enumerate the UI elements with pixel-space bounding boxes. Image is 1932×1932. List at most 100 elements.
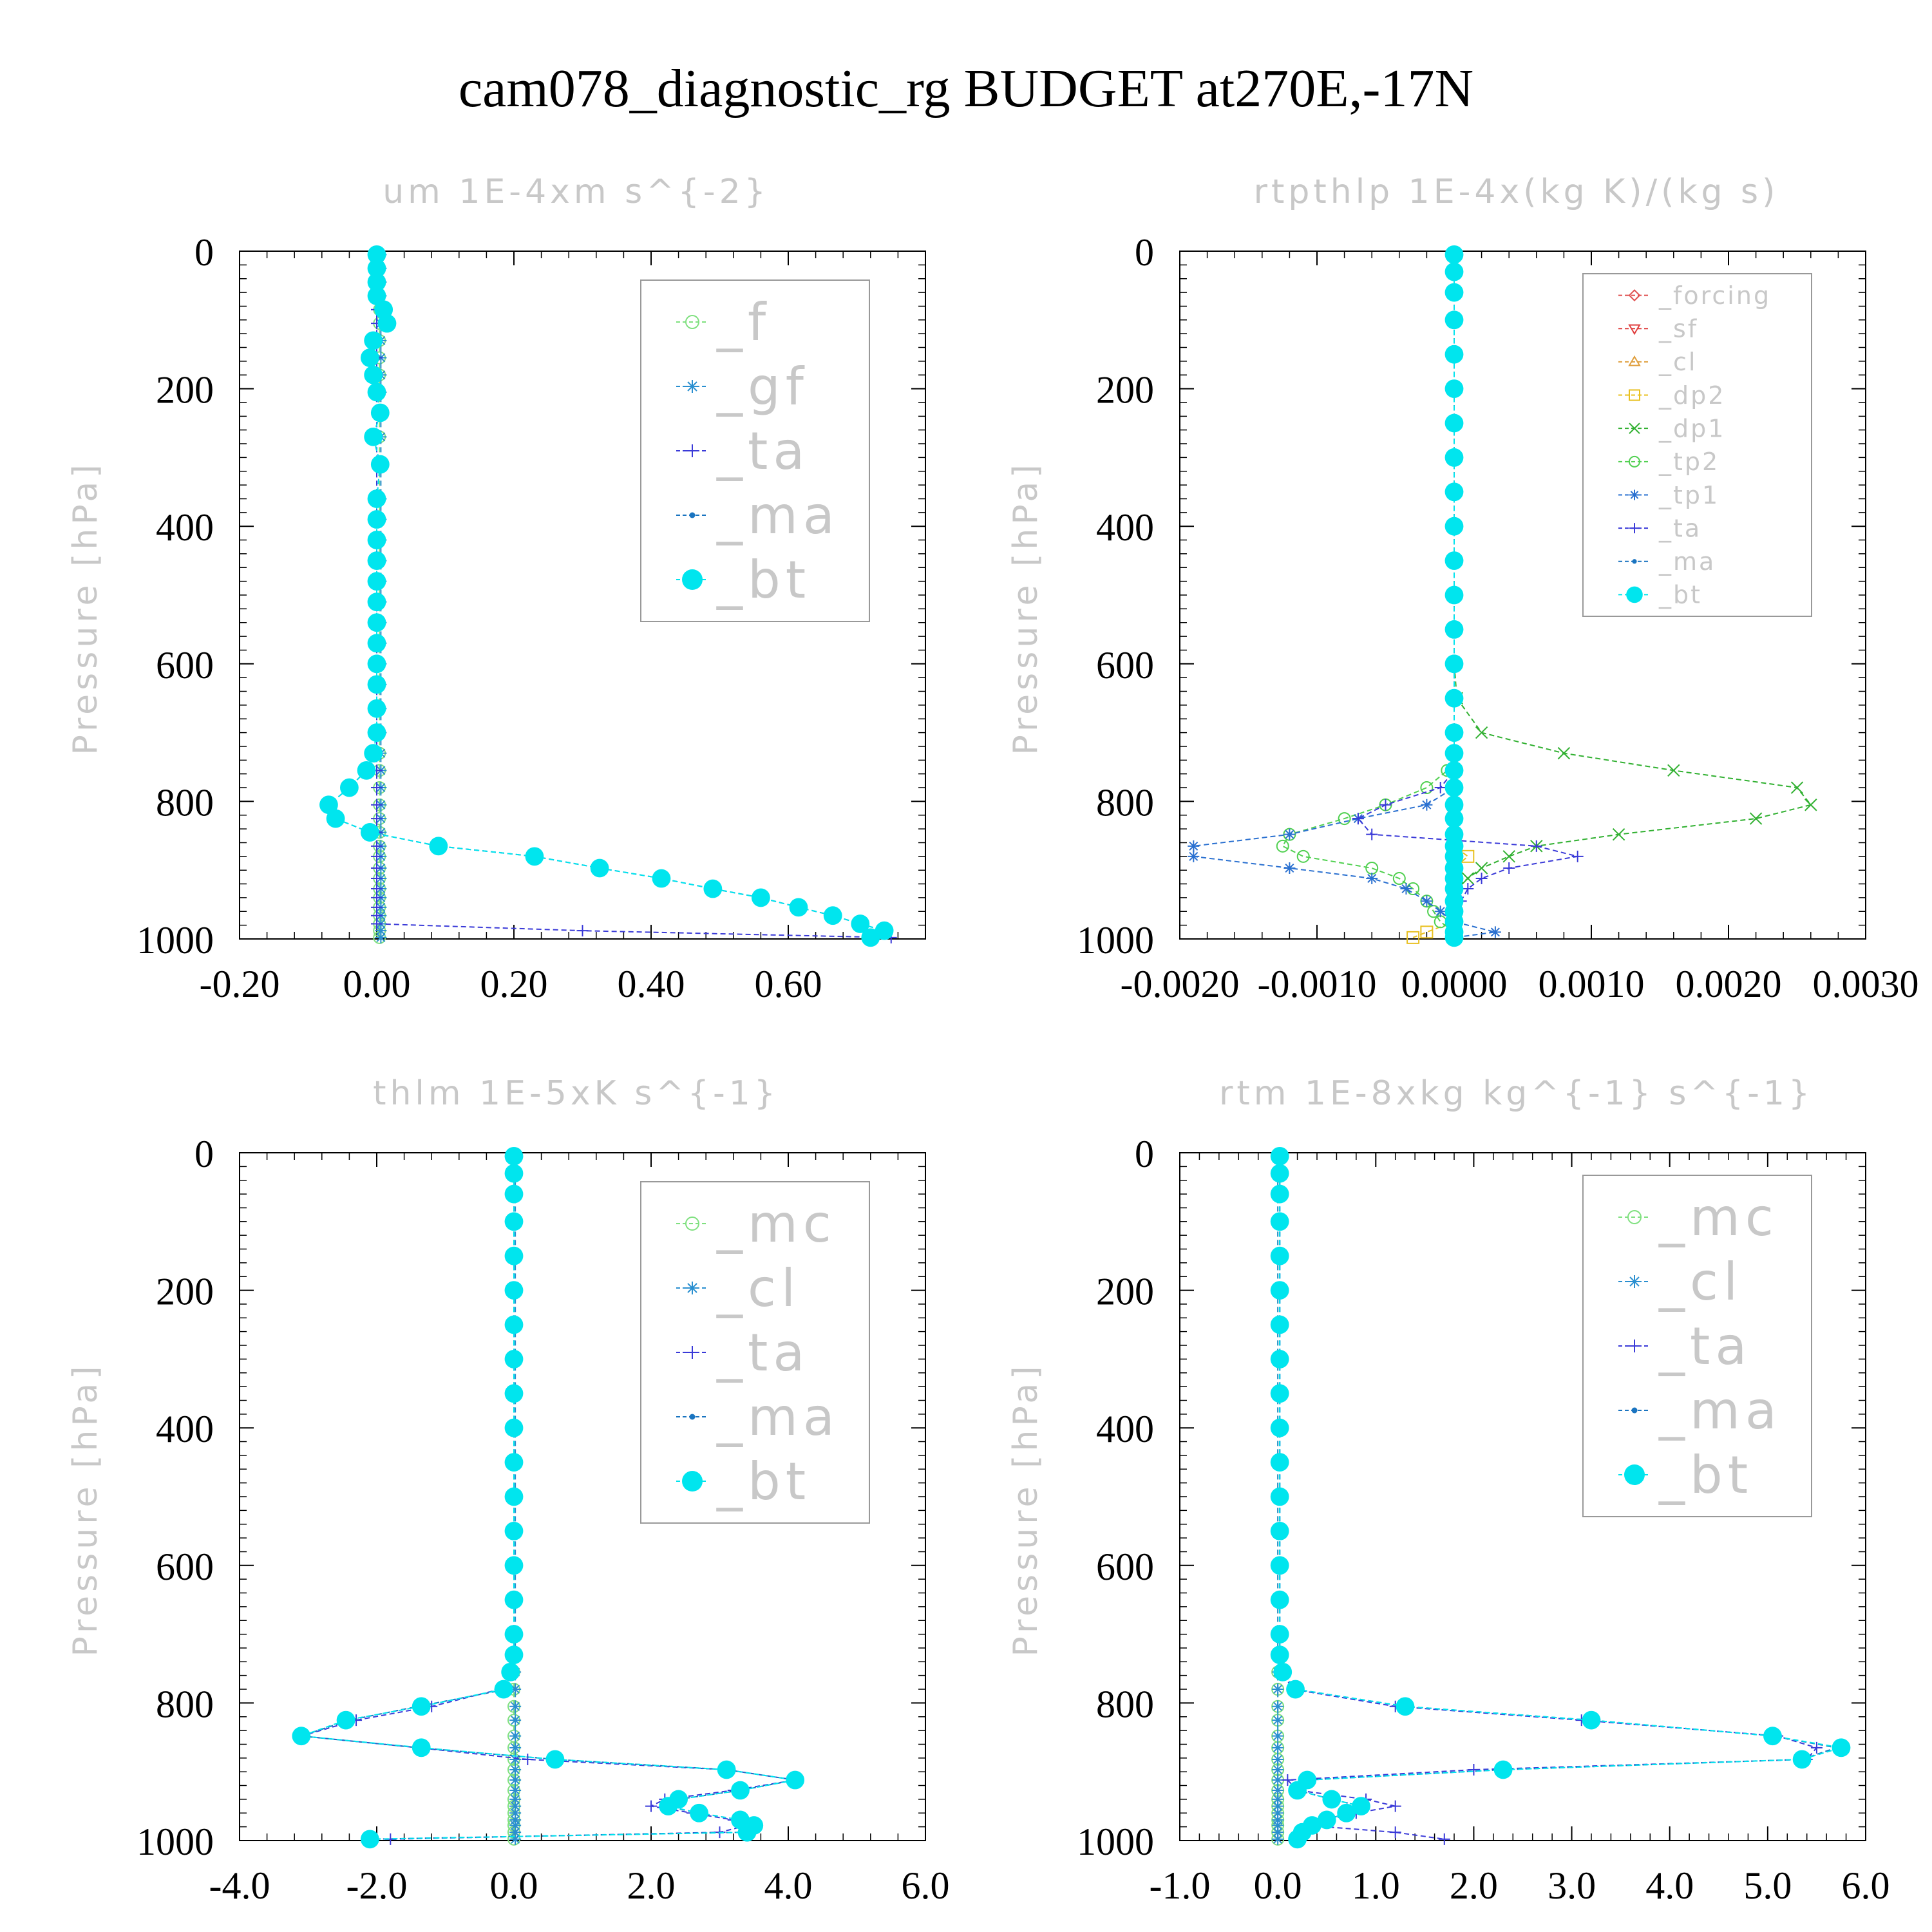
data-point	[1270, 1556, 1289, 1575]
data-point	[645, 1800, 657, 1812]
data-point	[509, 1800, 522, 1812]
legend-marker	[1627, 1210, 1642, 1224]
data-point	[360, 823, 379, 842]
data-point	[504, 1645, 524, 1665]
data-point	[823, 906, 842, 925]
data-point	[509, 1714, 522, 1727]
legend-marker	[1629, 489, 1640, 500]
x-tick-label: 2.0	[627, 1864, 676, 1907]
series-bt	[1270, 1146, 1851, 1849]
data-point	[1444, 688, 1464, 708]
legend-marker	[685, 1217, 699, 1231]
legend-marker	[1628, 355, 1641, 366]
data-point	[504, 1453, 524, 1472]
data-point	[1389, 1826, 1401, 1839]
data-point	[367, 551, 386, 570]
x-tick-label: 2.0	[1450, 1864, 1498, 1907]
data-point	[429, 837, 448, 856]
data-point	[1273, 1662, 1293, 1681]
data-point	[1337, 1803, 1356, 1823]
panel-title: um 1E-4xm s^{-2}	[383, 173, 770, 211]
data-point	[1188, 840, 1200, 852]
data-point	[1438, 1833, 1450, 1845]
x-tick-label: -0.0020	[1121, 963, 1240, 1005]
data-point	[576, 925, 589, 937]
data-point	[1288, 1830, 1307, 1849]
data-point	[1400, 883, 1412, 895]
data-point	[1270, 1487, 1289, 1506]
data-point	[367, 572, 386, 591]
y-tick-label: 800	[1096, 781, 1154, 824]
y-tick-label: 1000	[1077, 919, 1154, 961]
series-line	[1454, 254, 1812, 938]
data-point	[1270, 1522, 1289, 1540]
data-point	[504, 1212, 524, 1231]
legend-marker	[1629, 523, 1640, 534]
legend-entry: _mc	[1658, 1188, 1779, 1247]
legend-entry: _bt	[716, 550, 811, 610]
data-point	[509, 1826, 522, 1839]
x-tick-label: 0.0010	[1539, 963, 1645, 1005]
data-point	[752, 888, 770, 907]
data-point	[367, 259, 386, 278]
data-point	[731, 1781, 750, 1800]
data-point	[690, 1803, 708, 1823]
data-point	[371, 862, 383, 874]
data-point	[367, 613, 386, 632]
data-point	[1444, 761, 1464, 780]
data-point	[1270, 1146, 1289, 1166]
data-point	[1283, 862, 1296, 874]
legend-marker	[1631, 1407, 1638, 1414]
panel-title: rtm 1E-8xkg kg^{-1} s^{-1}	[1219, 1074, 1814, 1113]
data-point	[1406, 931, 1420, 944]
data-point	[494, 1680, 513, 1699]
y-tick-label: 600	[156, 1546, 214, 1588]
data-point	[340, 778, 359, 797]
data-point	[364, 365, 383, 384]
data-point	[1475, 726, 1488, 739]
data-point	[1461, 872, 1475, 885]
data-point	[1444, 723, 1464, 742]
data-point	[1444, 345, 1464, 364]
data-point	[367, 654, 386, 674]
data-point	[501, 1662, 520, 1681]
chart-panel-3: thlm 1E-5xK s^{-1} Pressure [hPa] 0 200 400 6…	[66, 1074, 950, 1907]
data-point	[1444, 482, 1464, 502]
data-point	[1493, 1760, 1513, 1779]
data-point	[367, 287, 386, 305]
y-tick-label: 600	[156, 644, 214, 687]
data-point	[1444, 795, 1464, 815]
data-point	[367, 675, 386, 694]
data-point	[504, 1625, 524, 1644]
data-point	[1366, 828, 1378, 840]
legend-marker	[685, 315, 699, 329]
data-point	[504, 1418, 524, 1437]
data-point	[1434, 905, 1446, 918]
data-point	[1270, 1625, 1289, 1644]
y-tick-label: 200	[1096, 369, 1154, 412]
data-point	[360, 348, 379, 367]
y-tick-label: 1000	[137, 1821, 214, 1863]
data-point	[509, 1833, 522, 1845]
data-point	[1270, 1184, 1289, 1204]
data-point	[1557, 746, 1571, 760]
data-point	[371, 918, 383, 930]
x-tick-label: -0.20	[200, 963, 280, 1005]
data-point	[336, 1710, 355, 1730]
legend-marker	[1629, 389, 1640, 401]
data-point	[1270, 1590, 1289, 1609]
data-point	[1444, 809, 1464, 828]
data-point	[1282, 1774, 1294, 1786]
legend-entry: _cl	[1658, 348, 1697, 376]
data-point	[371, 850, 383, 862]
data-point	[1270, 1350, 1289, 1368]
data-point	[1444, 379, 1464, 398]
data-point	[1272, 1730, 1284, 1742]
legend-entry: _cl	[716, 1258, 800, 1318]
y-tick-label: 400	[1096, 1408, 1154, 1450]
data-point	[1790, 781, 1804, 794]
data-point	[1272, 1785, 1284, 1797]
data-point	[717, 1760, 736, 1779]
x-tick-label: 0.0030	[1813, 963, 1919, 1005]
